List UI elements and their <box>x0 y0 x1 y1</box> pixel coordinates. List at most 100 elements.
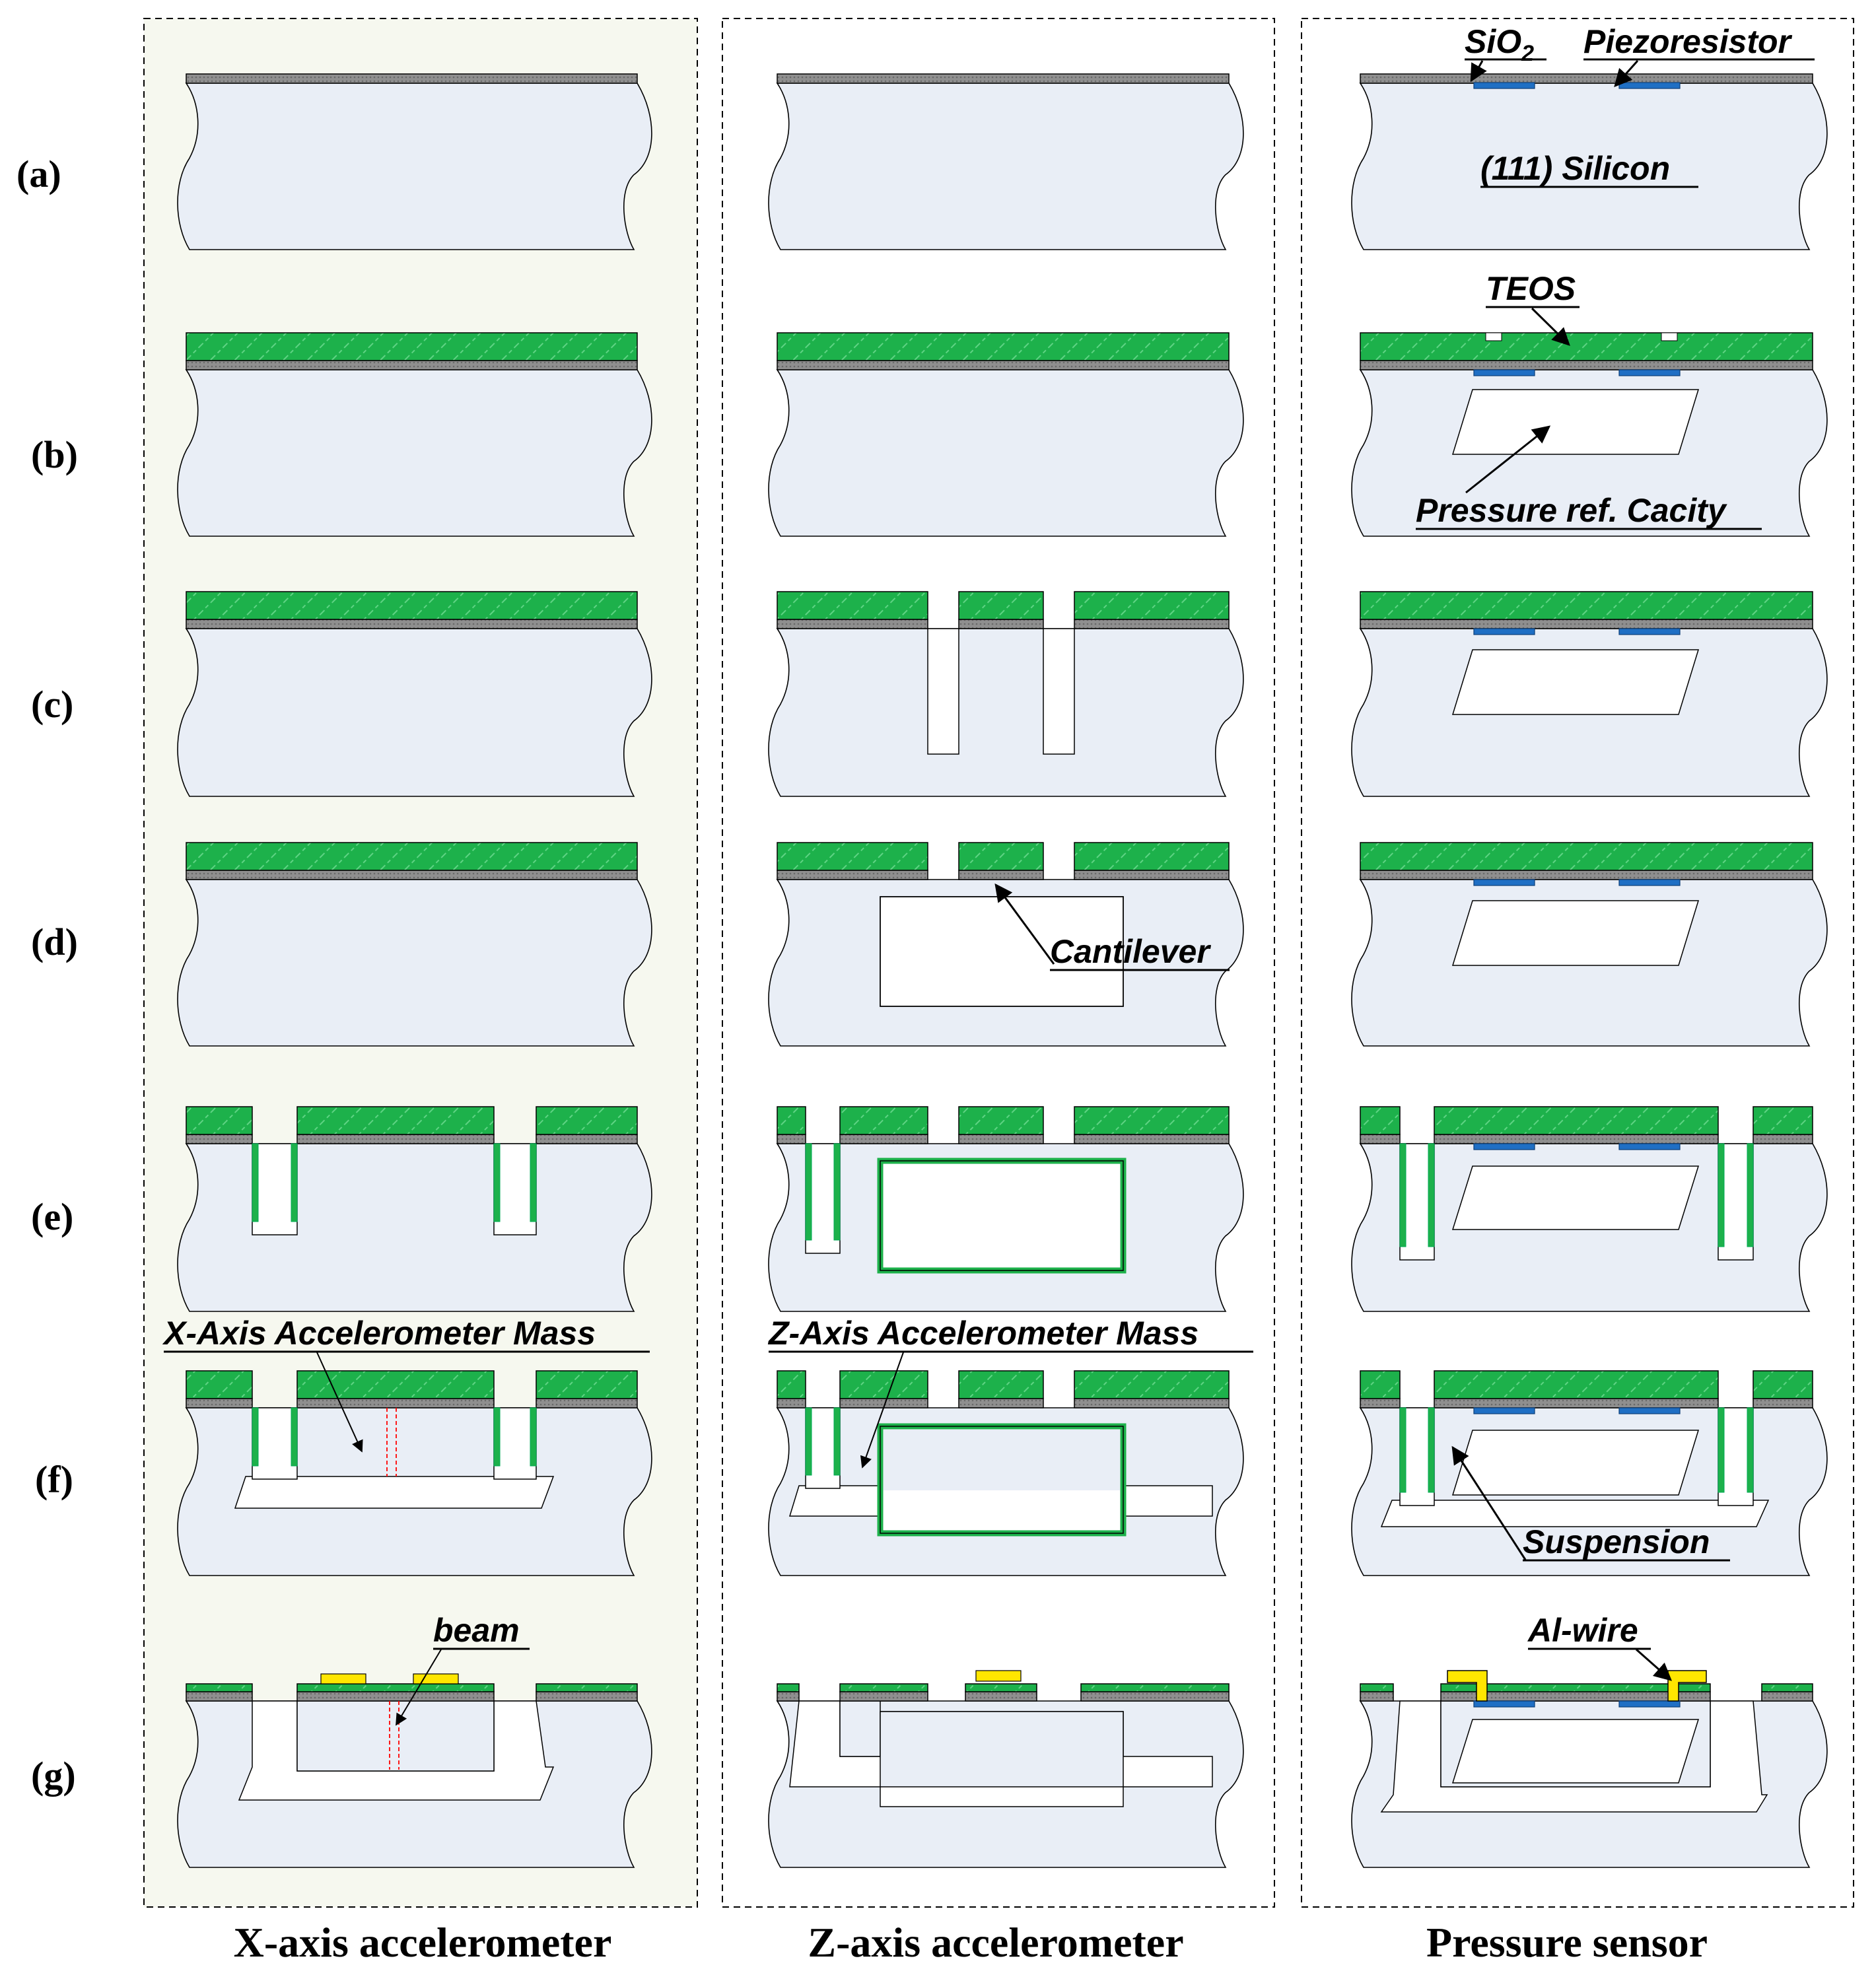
trench-p-e-left-liner-right <box>1428 1143 1435 1247</box>
piezoresistor-d-left <box>1473 879 1535 886</box>
film-x-g-3-oxide <box>536 1691 638 1702</box>
leader-teos <box>1531 307 1570 346</box>
film-p-g-1-teos <box>1360 1683 1394 1692</box>
al-wire-p-g-left <box>1447 1670 1488 1702</box>
piezoresistor-c-right <box>1618 628 1681 635</box>
film-x-d-teos <box>186 842 638 871</box>
film-p-f-3-teos <box>1753 1370 1813 1399</box>
film-p-g-3-teos <box>1761 1683 1813 1692</box>
film-p-f-1-oxide <box>1360 1398 1401 1408</box>
film-z-d-right-oxide <box>1074 870 1230 880</box>
leader-x-axis-mass <box>316 1352 363 1453</box>
film-x-f-2-oxide <box>296 1398 495 1408</box>
trench-x-e-right <box>493 1143 537 1235</box>
film-z-f-3-oxide <box>958 1398 1044 1408</box>
piezoresistor-a-right <box>1618 82 1681 89</box>
film-z-e-3-teos <box>958 1106 1044 1135</box>
film-x-g-2-teos <box>296 1683 495 1692</box>
release-gap-x-f <box>234 1476 555 1509</box>
row-label-f: (f) <box>35 1458 73 1501</box>
film-p-a-oxide <box>1360 73 1813 84</box>
row-label-a: (a) <box>17 153 61 195</box>
film-x-b-teos <box>186 332 638 361</box>
film-z-d-left-oxide <box>777 870 928 880</box>
label-cantilever: Cantilever <box>1050 933 1211 970</box>
piezoresistor-b-left <box>1473 369 1535 376</box>
film-z-f-4-oxide <box>1074 1398 1230 1408</box>
film-p-g-3-oxide <box>1761 1691 1813 1702</box>
film-x-g-1-oxide <box>186 1691 253 1702</box>
trench-z-e-liner-left <box>805 1143 812 1241</box>
pressure-cavity-f <box>1451 1430 1700 1496</box>
film-z-g-1-teos <box>777 1683 800 1692</box>
film-p-d-oxide <box>1360 870 1813 880</box>
film-x-c-oxide <box>186 619 638 629</box>
film-p-e-2-teos <box>1434 1106 1719 1135</box>
piezoresistor-d-right <box>1618 879 1681 886</box>
film-x-e-1-oxide <box>186 1134 253 1144</box>
trench-p-f-left-liner-left <box>1399 1407 1407 1493</box>
film-z-c-mid-teos <box>958 591 1044 620</box>
cavity-z-f-outline <box>880 1426 1124 1534</box>
leader-cantilever <box>994 883 1055 965</box>
al-pad-x-g-left <box>320 1673 366 1684</box>
label-piezoresistor: Piezoresistor <box>1583 23 1793 60</box>
film-z-f-1-oxide <box>777 1398 806 1408</box>
row-label-g: (g) <box>31 1754 76 1797</box>
trench-p-e-right-liner-right <box>1747 1143 1754 1247</box>
film-x-f-2-teos <box>296 1370 495 1399</box>
film-x-a-oxide <box>186 73 638 84</box>
label-cavity: Pressure ref. Cacity <box>1416 492 1727 529</box>
film-z-g-3-teos <box>965 1683 1037 1692</box>
teos-notch-b-right <box>1661 332 1678 341</box>
film-x-e-3-teos <box>536 1106 638 1135</box>
wafer-p-a <box>1351 83 1828 250</box>
film-p-g-1-oxide <box>1360 1691 1394 1702</box>
trench-x-f-left-liner-right <box>291 1407 298 1467</box>
film-x-f-1-oxide <box>186 1398 253 1408</box>
film-p-e-3-teos <box>1753 1106 1813 1135</box>
cavity-z-e-outline <box>880 1160 1124 1271</box>
film-z-e-4-oxide <box>1074 1134 1230 1144</box>
trench-z-e-liner-right <box>833 1143 841 1241</box>
leader-z-axis-mass <box>860 1352 904 1469</box>
piezoresistor-a-left <box>1473 82 1535 89</box>
column-label-x-axis: X-axis accelerometer <box>234 1919 612 1966</box>
film-x-e-2-teos <box>296 1106 495 1135</box>
trench-z-f-liner-left <box>805 1407 812 1476</box>
al-pad-x-g-right <box>413 1673 459 1684</box>
film-z-d-right-teos <box>1074 842 1230 871</box>
film-z-f-2-teos <box>839 1370 928 1399</box>
label-sio2: SiO2 <box>1465 23 1534 66</box>
trench-x-f-right <box>493 1407 537 1480</box>
film-x-e-2-oxide <box>296 1134 495 1144</box>
piezoresistor-f-left <box>1473 1407 1535 1414</box>
wafer-x-c <box>177 628 652 797</box>
trench-x-f-right-liner-left <box>493 1407 501 1467</box>
film-z-b-oxide <box>777 360 1230 370</box>
film-x-e-1-teos <box>186 1106 253 1135</box>
wafer-z-b <box>768 369 1244 537</box>
film-z-c-left-teos <box>777 591 928 620</box>
leader-suspension <box>1451 1445 1527 1560</box>
wafer-x-a <box>177 83 652 250</box>
pressure-cavity-g <box>1451 1719 1700 1784</box>
film-p-b-teos <box>1360 332 1813 361</box>
release-gap-p-f <box>1380 1500 1770 1527</box>
film-p-e-3-oxide <box>1753 1134 1813 1144</box>
trench-x-f-left <box>252 1407 298 1480</box>
film-x-f-3-oxide <box>536 1398 638 1408</box>
trench-x-f-right-liner-right <box>530 1407 537 1467</box>
film-z-e-4-teos <box>1074 1106 1230 1135</box>
film-p-e-1-oxide <box>1360 1134 1401 1144</box>
trench-x-e-left-liner-right <box>291 1143 298 1222</box>
leader-piezoresistor <box>1614 59 1639 88</box>
trench-p-f-right-liner-right <box>1747 1407 1754 1493</box>
x-mass-g <box>296 1700 495 1772</box>
cavity-z-e <box>877 1158 1127 1274</box>
row-labels: (a) (b) (c) (d) (e) (f) (g) <box>17 153 78 1797</box>
film-z-d-mid-teos <box>958 842 1044 871</box>
film-p-b-oxide <box>1360 360 1813 370</box>
wafer-z-c <box>768 628 1244 797</box>
film-z-c-left-oxide <box>777 619 928 629</box>
